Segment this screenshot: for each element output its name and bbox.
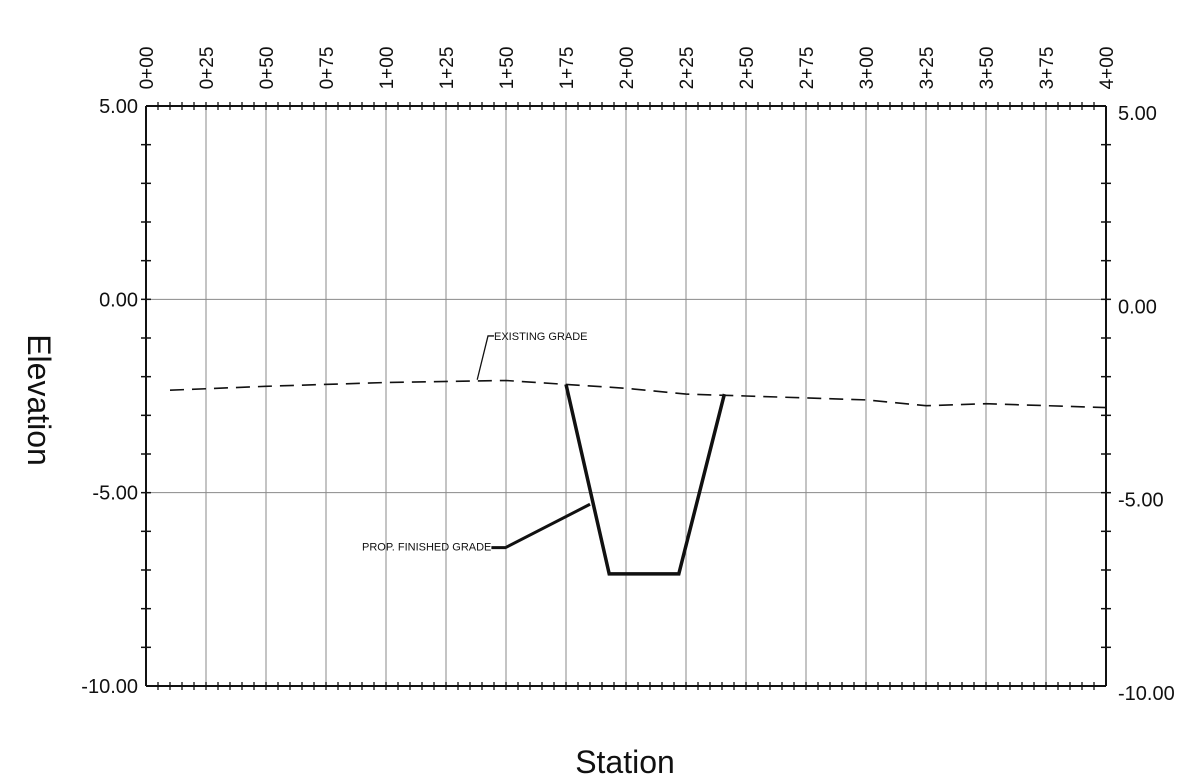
y-tick-label-right: -5.00 xyxy=(1118,490,1164,512)
y-tick-label-left: 5.00 xyxy=(99,96,138,118)
y-tick-label-right: 0.00 xyxy=(1118,296,1157,318)
x-tick-labels: 0+00 0+25 0+50 0+75 1+00 1+25 1+50 1+75 2+00 2+25… xyxy=(137,47,1118,90)
proposed-grade-label: PROP. FINISHED GRADE xyxy=(362,542,491,554)
proposed-grade-line xyxy=(564,384,727,576)
x-tick-label: 0+75 xyxy=(317,47,338,90)
x-tick-label: 4+00 xyxy=(1097,47,1118,90)
y-tick-label-right: -10.00 xyxy=(1118,683,1175,705)
existing-grade-label: EXISTING GRADE xyxy=(494,331,588,343)
x-tick-label: 2+50 xyxy=(737,47,758,90)
existing-grade-leader xyxy=(476,335,494,380)
y-tick-label-left: 0.00 xyxy=(99,289,138,311)
x-tick-label: 3+25 xyxy=(917,47,938,90)
x-tick-label: 3+75 xyxy=(1037,47,1058,90)
x-tick-label: 0+50 xyxy=(257,47,278,90)
x-tick-label: 1+75 xyxy=(557,47,578,90)
y-tick-label-left: -10.00 xyxy=(81,676,138,698)
x-tick-label: 2+75 xyxy=(797,47,818,90)
x-axis-title: Station xyxy=(575,744,675,779)
existing-grade-line xyxy=(169,379,1107,409)
x-tick-label: 0+25 xyxy=(197,47,218,90)
y-axis-title: Elevation xyxy=(21,334,57,466)
tick-marks xyxy=(141,102,1111,690)
y-tick-labels: 5.00 5.00 0.00 0.00 -5.00 -5.00 -10.00 -10.00 xyxy=(81,96,1174,705)
x-tick-label: 3+50 xyxy=(977,47,998,90)
x-tick-label: 0+00 xyxy=(137,47,158,90)
grid-lines xyxy=(146,106,1106,686)
x-tick-label: 3+00 xyxy=(857,47,878,90)
x-tick-label: 1+50 xyxy=(497,47,518,90)
x-tick-label: 1+00 xyxy=(377,47,398,90)
proposed-grade-leader xyxy=(491,502,591,550)
annotations: EXISTING GRADE PROP. FINISHED GRADE xyxy=(362,331,591,554)
x-tick-label: 2+25 xyxy=(677,47,698,90)
series-lines xyxy=(169,379,1107,576)
x-tick-label: 2+00 xyxy=(617,47,638,90)
y-tick-label-left: -5.00 xyxy=(92,483,138,505)
y-tick-label-right: 5.00 xyxy=(1118,103,1157,125)
x-tick-label: 1+25 xyxy=(437,47,458,90)
